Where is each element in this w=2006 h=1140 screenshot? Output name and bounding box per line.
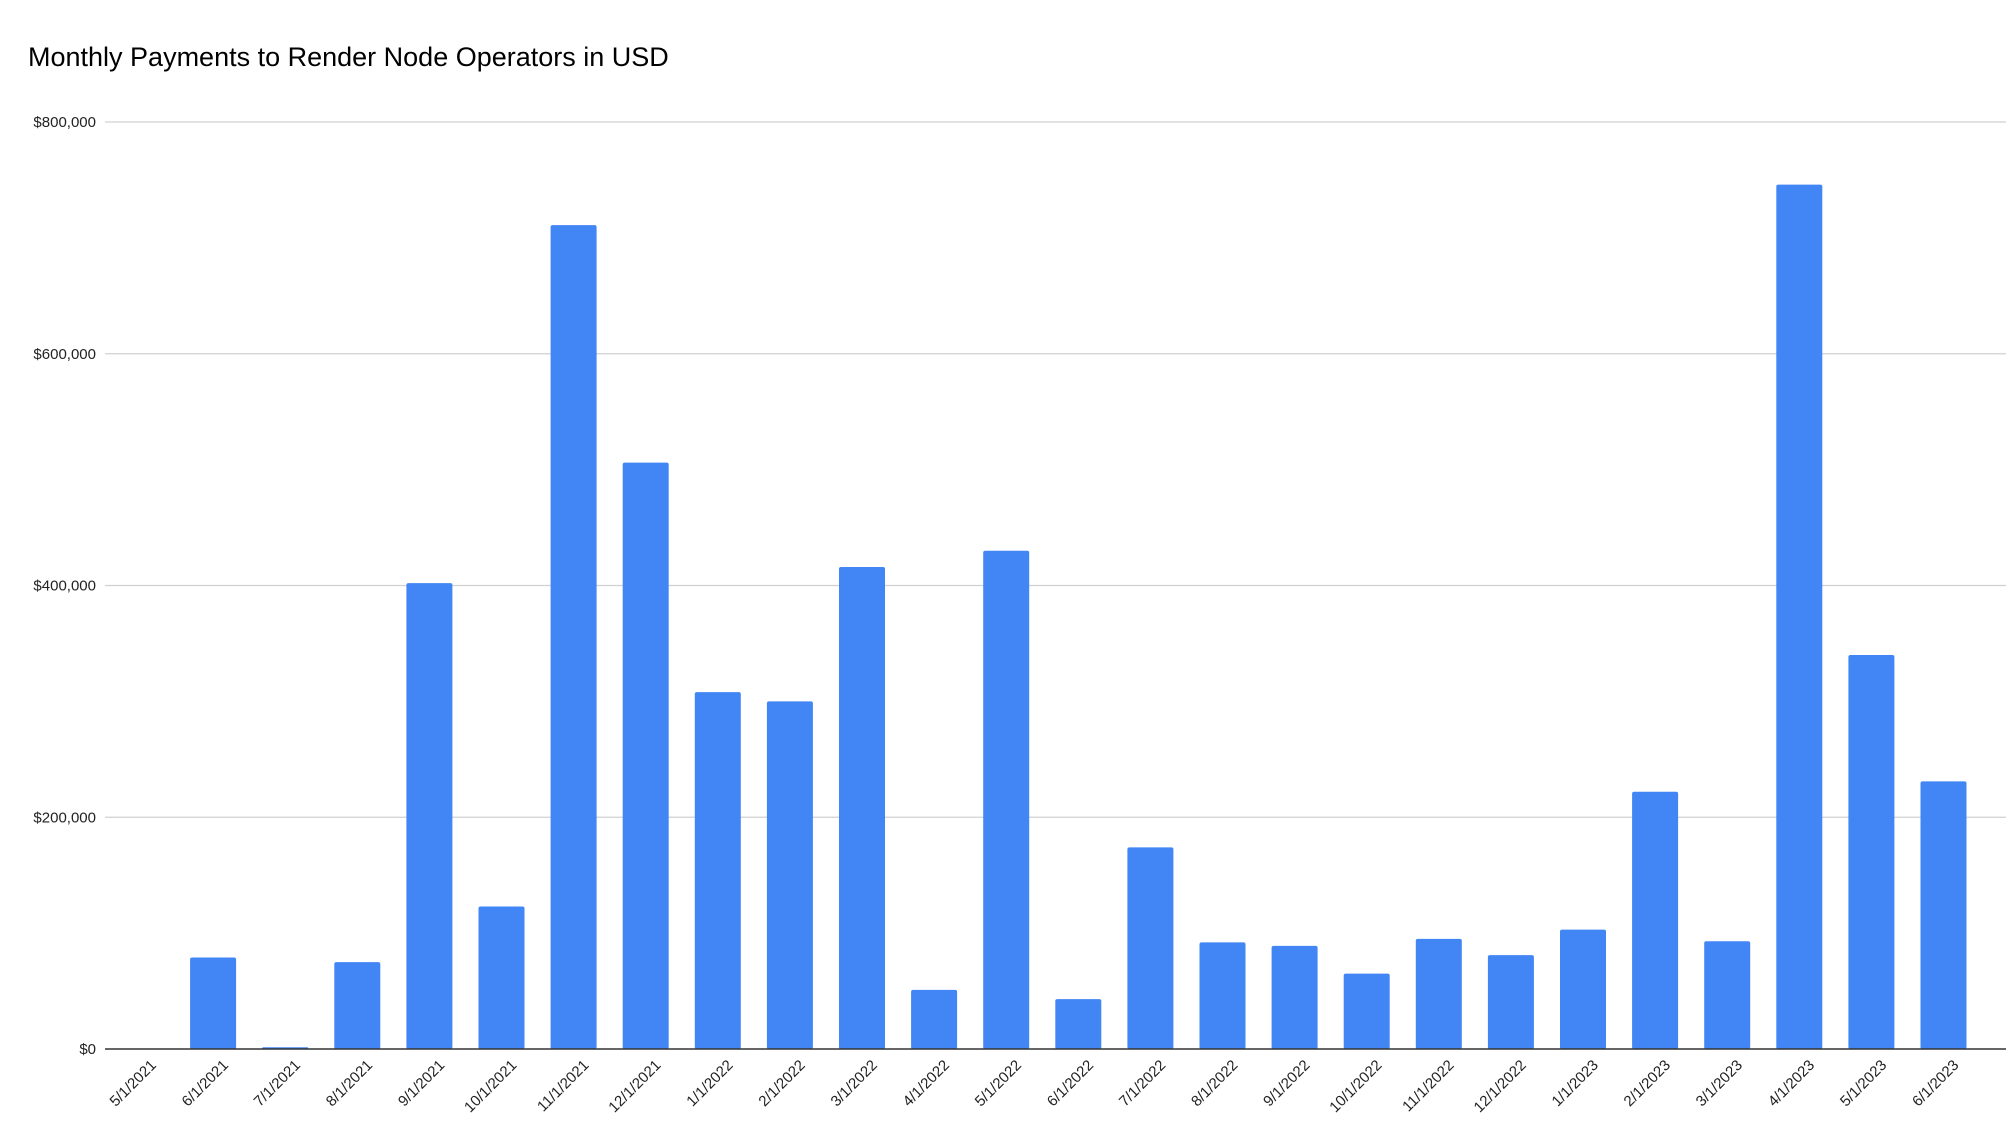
bar: [622, 462, 669, 1049]
bar: [839, 566, 885, 1049]
x-tick-label: 11/1/2022: [1399, 1057, 1457, 1115]
x-tick-label: 2/1/2022: [755, 1057, 808, 1110]
bar: [1704, 941, 1751, 1049]
x-tick-label: 9/1/2021: [395, 1057, 448, 1110]
x-tick-label: 4/1/2022: [900, 1057, 953, 1110]
y-tick-label: $400,000: [33, 578, 96, 595]
x-tick-label: 5/1/2023: [1837, 1057, 1890, 1110]
bar: [406, 583, 453, 1049]
x-tick-label: 3/1/2022: [828, 1057, 881, 1110]
bar: [1776, 184, 1823, 1049]
bar: [1632, 791, 1679, 1049]
x-tick-label: 12/1/2022: [1471, 1057, 1530, 1116]
bar: [911, 989, 958, 1049]
y-axis-ticks: $0 $200,000 $400,000 $600,000 $800,000: [33, 114, 96, 1058]
x-tick-label: 8/1/2021: [323, 1057, 376, 1110]
bar: [1127, 847, 1174, 1049]
y-tick-label: $0: [79, 1041, 96, 1058]
y-tick-label: $800,000: [33, 114, 96, 131]
bar: [1343, 973, 1390, 1049]
x-tick-label: 12/1/2021: [605, 1057, 664, 1116]
bar: [334, 962, 381, 1049]
bar: [983, 550, 1030, 1049]
x-tick-label: 6/1/2022: [1044, 1057, 1097, 1110]
y-tick-label: $600,000: [33, 346, 96, 363]
bar: [1560, 929, 1606, 1049]
y-tick-label: $200,000: [33, 809, 96, 826]
x-tick-label: 6/1/2021: [179, 1057, 232, 1110]
x-tick-label: 6/1/2023: [1909, 1057, 1962, 1110]
bar: [766, 701, 813, 1049]
bar: [1055, 999, 1102, 1049]
gridlines: [105, 121, 2006, 818]
bar: [1487, 955, 1534, 1049]
x-tick-label: 10/1/2022: [1326, 1057, 1385, 1116]
x-tick-label: 5/1/2021: [107, 1057, 160, 1110]
x-tick-label: 2/1/2023: [1621, 1057, 1674, 1110]
x-tick-label: 10/1/2021: [461, 1057, 520, 1116]
bar: [1848, 655, 1895, 1049]
x-tick-label: 9/1/2022: [1260, 1057, 1313, 1110]
bar: [1199, 942, 1246, 1049]
bars: [190, 184, 1967, 1049]
x-tick-label: 3/1/2023: [1693, 1057, 1746, 1110]
bar: [1920, 781, 1967, 1049]
chart-title: Monthly Payments to Render Node Operator…: [28, 42, 669, 72]
x-tick-label: 4/1/2023: [1765, 1057, 1818, 1110]
bar: [694, 692, 741, 1049]
x-tick-label: 7/1/2021: [251, 1057, 304, 1110]
x-tick-label: 5/1/2022: [972, 1057, 1025, 1110]
bar: [190, 957, 237, 1049]
x-tick-label: 1/1/2023: [1549, 1057, 1602, 1110]
x-tick-label: 8/1/2022: [1188, 1057, 1241, 1110]
bar: [1271, 945, 1318, 1049]
bar: [550, 225, 597, 1049]
x-tick-label: 7/1/2022: [1116, 1057, 1169, 1110]
x-axis-ticks: 5/1/2021 6/1/2021 7/1/2021 8/1/2021 9/1/2021…: [107, 1057, 1963, 1116]
x-tick-label: 1/1/2022: [683, 1057, 736, 1110]
x-tick-label: 11/1/2021: [534, 1057, 592, 1115]
bar: [1415, 938, 1462, 1049]
bar: [478, 906, 525, 1049]
